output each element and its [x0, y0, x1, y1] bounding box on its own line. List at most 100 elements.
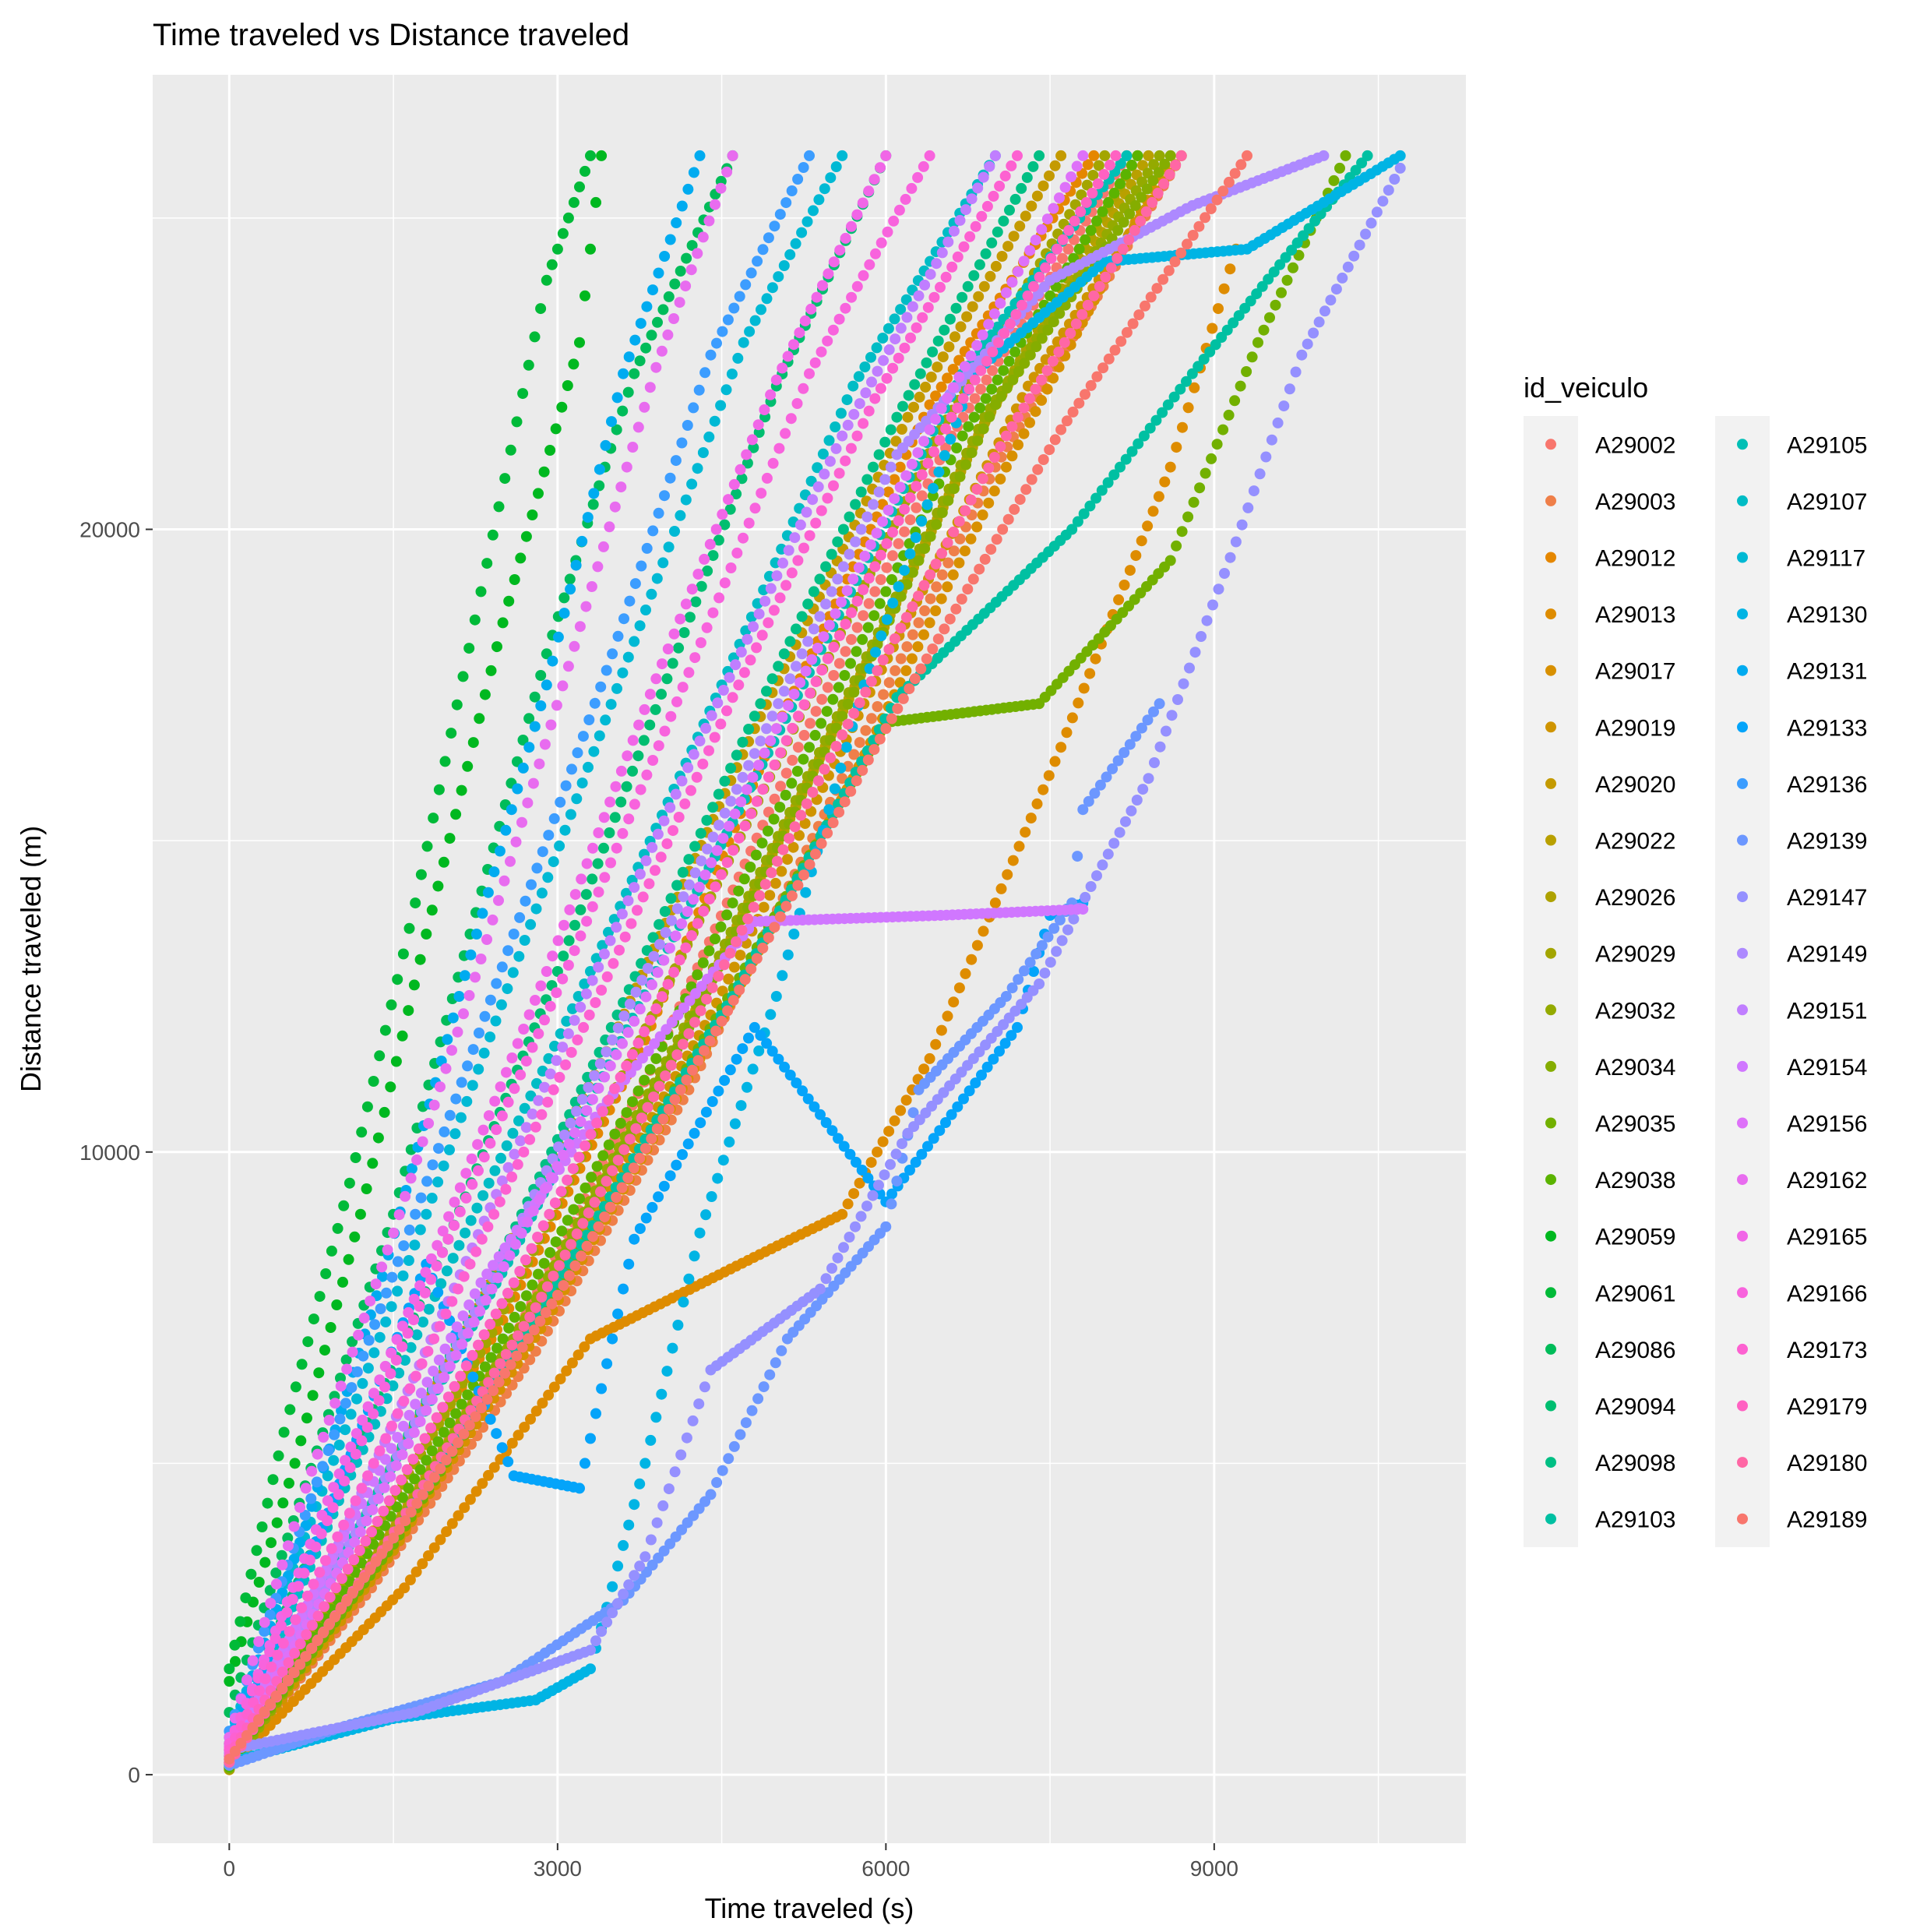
data-point	[971, 521, 983, 533]
data-point	[541, 648, 552, 660]
series-A29013	[224, 243, 1242, 1773]
data-point	[259, 1616, 270, 1628]
data-point	[467, 737, 479, 749]
data-point	[1118, 217, 1129, 228]
data-point	[580, 1182, 591, 1193]
data-point	[455, 1112, 467, 1123]
data-point	[856, 1165, 868, 1176]
data-point	[701, 815, 713, 826]
data-point	[921, 357, 932, 368]
data-point	[930, 1038, 942, 1050]
data-point	[595, 681, 607, 693]
data-point	[1256, 280, 1268, 292]
data-point	[918, 1063, 930, 1075]
data-point	[705, 1489, 717, 1500]
data-point	[880, 1221, 892, 1232]
data-point	[950, 302, 962, 314]
data-point	[684, 612, 696, 623]
data-point	[569, 889, 581, 901]
data-point	[752, 1393, 764, 1405]
data-point	[879, 436, 891, 448]
data-point	[1216, 332, 1228, 343]
data-point	[808, 623, 819, 635]
data-point	[820, 561, 832, 573]
data-point	[1350, 164, 1362, 176]
data-point	[1176, 526, 1188, 538]
data-point	[634, 1003, 646, 1015]
data-point	[699, 553, 710, 565]
data-point	[766, 282, 778, 294]
data-point	[870, 647, 881, 658]
data-point	[462, 1389, 474, 1401]
data-point	[491, 1428, 502, 1440]
data-point	[670, 455, 682, 467]
data-point	[738, 873, 750, 885]
data-point	[1119, 747, 1130, 758]
data-point	[995, 298, 1006, 309]
data-point	[682, 183, 694, 195]
data-point	[306, 1500, 318, 1512]
data-point	[629, 1570, 640, 1581]
data-point	[543, 830, 555, 841]
data-point	[881, 614, 893, 626]
data-point	[370, 1278, 382, 1290]
data-point	[1013, 266, 1023, 277]
data-point	[572, 747, 583, 759]
data-point	[630, 986, 642, 998]
data-point	[1102, 848, 1114, 860]
data-point	[1093, 160, 1104, 171]
data-point	[558, 1130, 570, 1141]
data-point	[805, 717, 816, 729]
data-point	[913, 555, 925, 566]
data-point	[860, 724, 872, 736]
data-point	[587, 975, 598, 986]
data-point	[458, 1008, 469, 1020]
data-point	[1150, 414, 1162, 426]
data-point	[484, 994, 496, 1006]
data-point	[851, 622, 863, 633]
data-point	[837, 430, 848, 442]
data-point	[820, 598, 832, 610]
data-point	[675, 266, 686, 277]
data-point	[850, 1221, 861, 1232]
data-point	[862, 1172, 874, 1184]
data-point	[717, 833, 729, 844]
data-point	[684, 995, 696, 1007]
data-point	[562, 1028, 574, 1039]
data-point	[1059, 182, 1071, 193]
data-point	[520, 1290, 532, 1302]
data-point	[545, 1172, 557, 1183]
data-point	[935, 593, 947, 605]
data-point	[835, 762, 847, 774]
data-point	[624, 595, 636, 607]
data-point	[451, 699, 463, 710]
data-point	[426, 1394, 438, 1405]
data-point	[1073, 697, 1084, 709]
data-point	[270, 1567, 282, 1579]
data-point	[474, 1028, 484, 1038]
data-point	[848, 686, 860, 698]
data-point	[653, 1191, 664, 1203]
data-point	[646, 330, 657, 341]
data-point	[1028, 966, 1039, 977]
data-point	[446, 1045, 457, 1056]
data-point	[737, 736, 749, 748]
data-point	[618, 1010, 630, 1022]
data-point	[678, 1296, 689, 1308]
data-point	[468, 1317, 480, 1328]
data-point	[403, 1005, 414, 1017]
data-point	[566, 763, 577, 775]
data-point	[456, 1338, 468, 1350]
data-point	[569, 1127, 581, 1139]
data-point	[640, 342, 652, 354]
data-point	[618, 613, 629, 625]
data-point	[618, 1539, 629, 1551]
data-point	[953, 372, 965, 383]
data-point	[953, 557, 965, 569]
data-point	[1189, 382, 1200, 393]
data-point	[621, 1107, 632, 1119]
data-point	[895, 591, 907, 602]
data-point	[791, 623, 801, 635]
data-point	[597, 940, 608, 951]
data-point	[1147, 506, 1159, 517]
